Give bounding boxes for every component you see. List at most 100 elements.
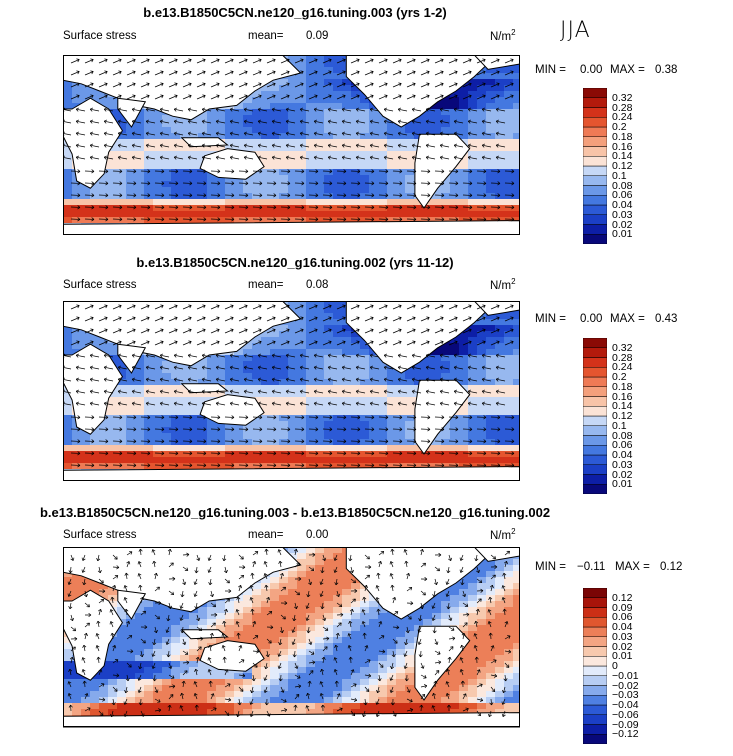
stress-cell xyxy=(495,163,505,170)
stress-cell xyxy=(126,445,136,452)
stress-cell xyxy=(477,169,487,176)
stress-cell xyxy=(378,163,388,170)
stress-cell xyxy=(288,193,298,200)
wind-vector-head xyxy=(427,217,431,222)
stress-cell xyxy=(315,415,325,422)
stress-cell xyxy=(153,169,163,176)
wind-vector-head xyxy=(481,131,486,136)
stress-cell xyxy=(126,409,136,416)
wind-vector-head xyxy=(385,217,389,222)
stress-cell xyxy=(189,151,199,158)
stress-cell xyxy=(153,145,163,152)
stress-cell xyxy=(180,193,190,200)
wind-vector-head xyxy=(216,82,220,87)
stress-cell xyxy=(135,409,145,416)
stress-cell xyxy=(117,115,127,122)
stress-cell xyxy=(198,457,208,464)
wind-vector-head xyxy=(314,58,318,63)
wind-vector-head xyxy=(117,401,122,406)
stress-cell xyxy=(108,343,118,350)
stress-cell xyxy=(306,373,316,380)
wind-vector-head xyxy=(105,217,109,222)
wind-vector-head xyxy=(75,107,80,112)
stress-cell xyxy=(279,217,289,224)
wind-vector xyxy=(342,354,352,358)
stress-cell xyxy=(324,121,334,128)
wind-vector-head xyxy=(131,389,136,394)
stress-cell xyxy=(126,133,136,140)
stress-cell xyxy=(405,187,415,194)
stress-cell xyxy=(261,199,271,206)
stress-cell xyxy=(351,127,361,134)
stress-cell xyxy=(162,163,172,170)
wind-vector xyxy=(300,366,310,370)
wind-vector-head xyxy=(371,463,375,468)
stress-cell xyxy=(135,169,145,176)
stress-cell xyxy=(135,115,145,122)
wind-vector-head xyxy=(455,427,459,432)
stress-cell xyxy=(423,367,433,374)
stress-cell xyxy=(207,457,217,464)
stress-cell xyxy=(360,97,370,104)
wind-vector-head xyxy=(271,155,276,160)
wind-vector-head xyxy=(187,377,192,382)
stress-cell xyxy=(117,211,127,218)
stress-cell xyxy=(351,133,361,140)
wind-vector-head xyxy=(75,389,80,394)
stress-cell xyxy=(306,421,316,428)
wind-vector-head xyxy=(160,94,164,99)
wind-vector xyxy=(454,354,464,358)
stress-cell xyxy=(270,133,280,140)
stress-cell xyxy=(468,463,478,470)
stress-cell xyxy=(468,217,478,224)
wind-vector xyxy=(364,305,374,310)
stress-cell xyxy=(342,79,352,86)
stress-cell xyxy=(432,349,442,356)
stress-cell xyxy=(243,439,253,446)
stress-cell xyxy=(486,403,496,410)
mean-label: mean= xyxy=(248,30,284,42)
stress-cell xyxy=(513,133,520,140)
stress-cell xyxy=(387,169,397,176)
stress-cell xyxy=(279,343,289,350)
stress-cell xyxy=(378,127,388,134)
stress-cell xyxy=(180,445,190,452)
stress-cell xyxy=(378,385,388,392)
stress-cell xyxy=(486,139,496,146)
wind-vector xyxy=(202,144,212,148)
wind-vector-head xyxy=(371,451,375,456)
wind-vector-head xyxy=(75,365,80,370)
stress-cell xyxy=(486,319,496,326)
stress-cell xyxy=(297,97,307,104)
stress-cell xyxy=(477,157,487,164)
wind-vector-head xyxy=(328,70,332,75)
wind-vector-head xyxy=(398,94,402,99)
land-mass xyxy=(117,343,147,374)
stress-cell xyxy=(72,439,82,446)
stress-cell xyxy=(306,433,316,440)
stress-cell xyxy=(180,187,190,194)
wind-vector-head xyxy=(483,205,487,210)
stress-cell xyxy=(270,361,280,368)
wind-vector xyxy=(454,402,464,406)
stress-cell xyxy=(162,133,172,140)
stress-cell xyxy=(486,451,496,458)
wind-vector-head xyxy=(412,58,416,63)
stress-cell xyxy=(117,151,127,158)
stress-cell xyxy=(162,373,172,380)
wind-vector-head xyxy=(454,58,458,63)
stress-cell xyxy=(387,379,397,386)
stress-cell xyxy=(387,427,397,434)
wind-vector-head xyxy=(287,205,291,210)
stress-cell xyxy=(306,325,316,332)
wind-vector xyxy=(476,305,486,310)
stress-cell xyxy=(405,409,415,416)
stress-cell xyxy=(63,343,73,350)
wind-vector-head xyxy=(315,451,319,456)
wind-vector-head xyxy=(217,169,221,174)
stress-cell xyxy=(243,115,253,122)
wind-vector-head xyxy=(259,217,263,222)
wind-vector xyxy=(182,305,192,310)
stress-cell xyxy=(270,367,280,374)
stress-cell xyxy=(333,109,343,116)
